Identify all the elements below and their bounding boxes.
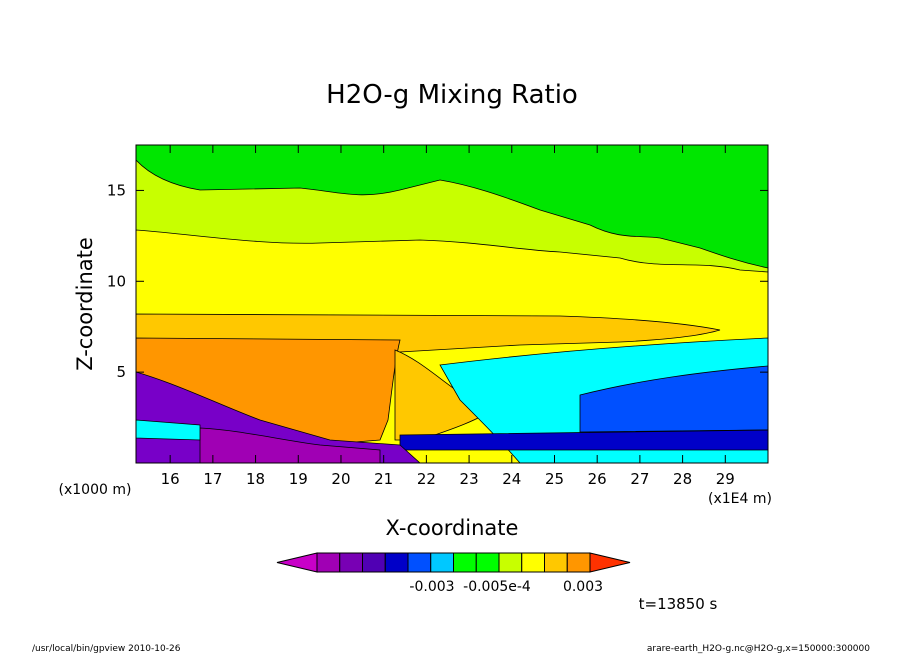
- colorbar-segment: [453, 552, 477, 573]
- colorbar: [276, 552, 631, 573]
- plot-frame: [135, 144, 769, 464]
- x-axis: 16 17 18 19 20 21 22 23 24 25 26 27 28 29: [161, 145, 735, 488]
- y-axis: 5 10 15: [107, 181, 768, 381]
- y-axis-label: Z-coordinate: [73, 237, 97, 371]
- colorbar-segment: [430, 552, 454, 573]
- x-unit-right: (x1E4 m): [708, 491, 772, 507]
- contour-field: [136, 145, 768, 463]
- x-tick-label: 16: [161, 470, 180, 488]
- colorbar-segment: [316, 552, 341, 573]
- colorbar-segment: [475, 552, 500, 573]
- time-label: t=13850 s: [639, 595, 718, 613]
- colorbar-segment: [384, 552, 409, 573]
- y-tick-label: 15: [107, 181, 126, 199]
- chart-title: H2O-g Mixing Ratio: [326, 80, 578, 110]
- y-tick-label: 5: [116, 363, 126, 381]
- x-tick-label: 26: [588, 470, 607, 488]
- x-tick-label: 24: [502, 470, 521, 488]
- colorbar-segment: [407, 552, 432, 573]
- x-tick-label: 27: [630, 470, 649, 488]
- contour-band-purple: [199, 427, 381, 463]
- x-unit-left: (x1000 m): [59, 482, 132, 498]
- colorbar-segment: [498, 552, 523, 573]
- x-tick-label: 23: [460, 470, 479, 488]
- colorbar-segment: [544, 552, 568, 573]
- x-axis-label: X-coordinate: [386, 516, 519, 540]
- x-tick-label: 19: [289, 470, 308, 488]
- x-tick-label: 18: [246, 470, 265, 488]
- y-tick-label: 10: [107, 272, 126, 290]
- footer-right: arare-earth_H2O-g.nc@H2O-g,x=150000:3000…: [647, 644, 870, 654]
- colorbar-label: 0.003: [563, 579, 603, 595]
- x-tick-label: 17: [203, 470, 222, 488]
- x-tick-label: 20: [331, 470, 350, 488]
- footer-left: /usr/local/bin/gpview 2010-10-26: [32, 644, 181, 654]
- x-tick-label: 22: [417, 470, 436, 488]
- x-tick-label: 29: [716, 470, 735, 488]
- colorbar-labels: -0.003 -0.005e-4 0.003: [409, 579, 603, 595]
- x-tick-label: 25: [545, 470, 564, 488]
- colorbar-segment: [362, 552, 386, 573]
- colorbar-label: -0.005e-4: [463, 579, 531, 595]
- colorbar-segment: [566, 552, 591, 573]
- colorbar-segment: [339, 552, 363, 573]
- contour-band-cyan-low: [136, 419, 201, 441]
- colorbar-label: -0.003: [409, 579, 454, 595]
- colorbar-segment: [521, 552, 545, 573]
- colorbar-arrow-left: [276, 552, 318, 573]
- x-tick-label: 28: [673, 470, 692, 488]
- x-tick-label: 21: [374, 470, 393, 488]
- colorbar-arrow-right: [589, 552, 631, 573]
